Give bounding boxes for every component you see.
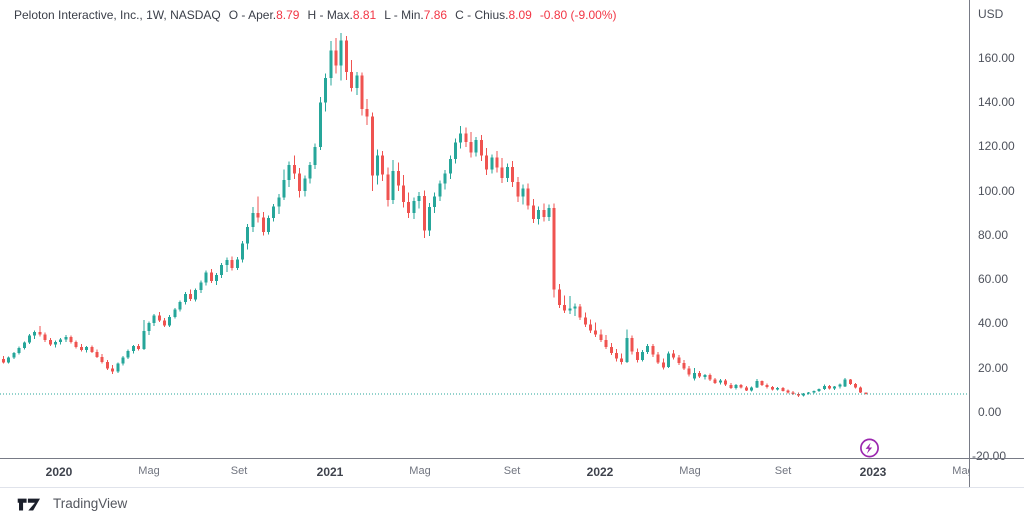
time-tick-label: Mag [138,465,160,477]
price-tick-label: 0.00 [978,405,1002,419]
price-tick-label: -20.00 [972,449,1007,463]
price-tick-label: 20.00 [978,361,1009,375]
price-tick-label: 100.00 [978,184,1015,198]
time-tick-label: Set [774,465,792,477]
symbol-legend: Peloton Interactive, Inc., 1W, NASDAQ O … [14,8,617,22]
time-tick-label: 2021 [316,465,344,479]
footer-divider [0,487,1024,488]
time-tick-label: Set [230,465,248,477]
time-axis[interactable]: 2020 Mag Set 2021 Mag Set 2022 Mag Set 2023 Mag [0,459,969,487]
price-tick-label: 80.00 [978,228,1009,242]
high-value: H - Max.8.81 [307,8,377,22]
time-tick-label: Set [503,465,521,477]
tradingview-logo-icon[interactable] [13,496,46,511]
time-axis-border [0,458,1024,459]
time-tick-label: 2023 [859,465,887,479]
attribution-bar: TradingView [0,488,1024,518]
currency-label: USD [978,7,1004,21]
price-change: -0.80 (-9.00%) [539,8,617,22]
time-tick-label: Mag [679,465,701,477]
price-tick-label: 40.00 [978,316,1009,330]
time-tick-label: 2020 [45,465,73,479]
time-tick-label: 2022 [586,465,614,479]
price-axis[interactable]: USD 160.00 140.00 120.00 100.00 80.00 60.00 40… [970,0,1024,463]
price-axis-border [969,0,970,488]
candlestick-chart[interactable] [0,0,969,458]
tradingview-brand-link[interactable]: TradingView [53,495,128,511]
price-tick-label: 60.00 [978,272,1009,286]
close-value: C - Chius.8.09 [455,8,532,22]
lightning-bolt-icon [865,442,873,454]
low-value: L - Min.7.86 [384,8,448,22]
price-tick-label: 120.00 [978,139,1015,153]
symbol-title[interactable]: Peloton Interactive, Inc., 1W, NASDAQ [14,8,221,22]
lightning-button[interactable] [857,436,881,460]
chart-pane[interactable]: Peloton Interactive, Inc., 1W, NASDAQ O … [0,0,969,458]
price-tick-label: 160.00 [978,51,1015,65]
time-tick-label: Mag [409,465,431,477]
open-value: O - Aper.8.79 [228,8,300,22]
time-tick-label: Mag [952,465,969,477]
price-tick-label: 140.00 [978,95,1015,109]
